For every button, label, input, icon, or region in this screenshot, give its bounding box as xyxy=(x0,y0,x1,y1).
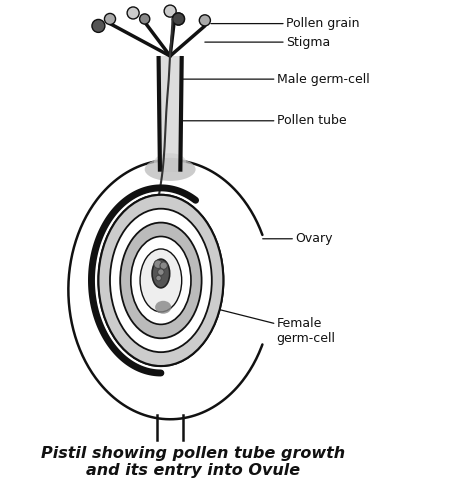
Ellipse shape xyxy=(131,237,191,325)
Circle shape xyxy=(92,19,105,32)
Ellipse shape xyxy=(120,223,201,338)
Circle shape xyxy=(127,7,139,19)
Polygon shape xyxy=(159,56,182,171)
Ellipse shape xyxy=(120,223,201,338)
Circle shape xyxy=(173,13,184,25)
Circle shape xyxy=(164,5,176,17)
Ellipse shape xyxy=(99,195,223,366)
Circle shape xyxy=(158,269,164,275)
Text: Pistil showing pollen tube growth
and its entry into Ovule: Pistil showing pollen tube growth and it… xyxy=(41,446,346,479)
Ellipse shape xyxy=(99,195,223,366)
Ellipse shape xyxy=(140,249,182,312)
Circle shape xyxy=(160,262,167,270)
Ellipse shape xyxy=(155,301,171,314)
Circle shape xyxy=(104,14,116,25)
Text: Pollen grain: Pollen grain xyxy=(211,17,359,30)
Text: Male germ-cell: Male germ-cell xyxy=(182,72,369,85)
Circle shape xyxy=(154,260,162,269)
Ellipse shape xyxy=(140,249,182,312)
Ellipse shape xyxy=(110,209,212,352)
Circle shape xyxy=(156,275,161,281)
Ellipse shape xyxy=(145,158,196,181)
Ellipse shape xyxy=(152,259,170,288)
Ellipse shape xyxy=(110,209,212,352)
Circle shape xyxy=(140,14,150,24)
Text: Pollen tube: Pollen tube xyxy=(180,114,346,128)
Text: Ovary: Ovary xyxy=(263,232,333,245)
Text: Female
germ-cell: Female germ-cell xyxy=(186,301,336,345)
Text: Stigma: Stigma xyxy=(205,36,330,49)
Circle shape xyxy=(173,13,184,25)
Circle shape xyxy=(199,15,210,26)
Ellipse shape xyxy=(154,153,186,171)
Ellipse shape xyxy=(131,237,191,325)
